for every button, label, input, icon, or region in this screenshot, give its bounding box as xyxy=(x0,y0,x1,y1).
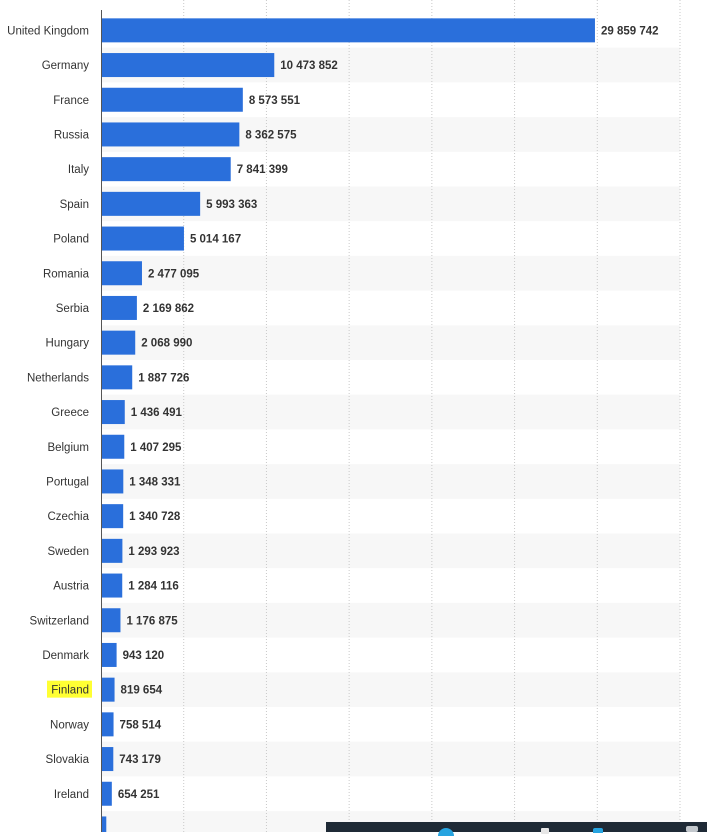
category-label: Finland xyxy=(51,685,89,697)
value-label: 5 993 363 xyxy=(206,199,257,211)
bar xyxy=(101,573,123,598)
bar xyxy=(101,330,136,355)
row-stripe xyxy=(101,255,680,291)
bar xyxy=(101,261,142,286)
value-label: 1 284 116 xyxy=(128,581,179,593)
value-label: 1 348 331 xyxy=(129,476,181,488)
category-label: Austria xyxy=(53,581,89,593)
value-label: 10 473 852 xyxy=(280,60,338,72)
bar xyxy=(101,53,275,78)
file-explorer-icon[interactable] xyxy=(541,828,549,834)
edge-browser-icon[interactable] xyxy=(438,828,454,836)
category-label: Russia xyxy=(54,129,90,141)
bar xyxy=(101,504,124,529)
value-label: 819 654 xyxy=(121,685,163,697)
row-stripe xyxy=(101,741,680,777)
bar xyxy=(101,400,125,425)
windows-taskbar xyxy=(326,822,707,836)
category-label: Slovakia xyxy=(46,754,90,766)
value-label: 943 120 xyxy=(123,650,165,662)
category-label: Greece xyxy=(51,407,89,419)
value-label: 1 436 491 xyxy=(131,407,183,419)
system-tray-icon[interactable] xyxy=(686,826,698,832)
row-stripe xyxy=(101,672,680,707)
category-label: United Kingdom xyxy=(7,25,89,37)
bar xyxy=(101,608,121,633)
bar xyxy=(101,469,124,494)
category-label: Portugal xyxy=(46,476,89,488)
category-label: Hungary xyxy=(46,338,90,350)
bar xyxy=(101,642,117,667)
value-label: 1 340 728 xyxy=(129,511,181,523)
category-label: Romania xyxy=(43,268,90,280)
value-label: 743 179 xyxy=(119,754,161,766)
row-stripe xyxy=(101,325,680,360)
bar xyxy=(101,191,201,216)
value-label: 1 887 726 xyxy=(138,372,189,384)
app-icon[interactable] xyxy=(593,828,603,833)
category-label: Poland xyxy=(53,234,89,246)
value-label: 1 293 923 xyxy=(128,546,179,558)
bar-partial xyxy=(101,816,107,832)
category-label: Italy xyxy=(68,164,89,176)
value-label: 2 477 095 xyxy=(148,268,200,280)
value-label: 2 068 990 xyxy=(141,338,192,350)
row-stripe xyxy=(101,602,680,638)
bar xyxy=(101,781,112,806)
bar xyxy=(101,712,114,737)
category-label: Switzerland xyxy=(30,615,89,627)
category-label: Germany xyxy=(42,60,90,72)
bar xyxy=(101,295,137,320)
bar xyxy=(101,365,133,390)
value-label: 8 573 551 xyxy=(249,95,301,107)
value-label: 8 362 575 xyxy=(245,129,297,141)
value-label: 29 859 742 xyxy=(601,25,659,37)
value-label: 5 014 167 xyxy=(190,234,241,246)
bar xyxy=(101,434,125,459)
bar xyxy=(101,18,595,43)
category-label: Czechia xyxy=(47,511,89,523)
bar xyxy=(101,87,243,112)
category-label: Serbia xyxy=(56,303,90,315)
bar xyxy=(101,747,114,772)
value-label: 1 176 875 xyxy=(126,615,178,627)
category-label: Denmark xyxy=(42,650,89,662)
value-label: 2 169 862 xyxy=(143,303,194,315)
value-label: 1 407 295 xyxy=(130,442,182,454)
category-label: Spain xyxy=(60,199,89,211)
bar xyxy=(101,538,123,563)
value-label: 654 251 xyxy=(118,789,160,801)
bar xyxy=(101,226,184,251)
category-label: Belgium xyxy=(47,442,89,454)
row-stripe xyxy=(101,533,680,569)
value-label: 758 514 xyxy=(120,719,162,731)
bar xyxy=(101,677,115,702)
bar xyxy=(101,122,240,147)
bar xyxy=(101,157,231,182)
category-label: Netherlands xyxy=(27,372,89,384)
row-stripe xyxy=(101,464,680,499)
category-highlight xyxy=(47,680,92,698)
category-label: France xyxy=(53,95,89,107)
category-label: Ireland xyxy=(54,789,89,801)
row-stripe xyxy=(101,394,680,430)
category-label: Sweden xyxy=(47,546,89,558)
category-label: Norway xyxy=(50,719,89,731)
value-label: 7 841 399 xyxy=(237,164,288,176)
